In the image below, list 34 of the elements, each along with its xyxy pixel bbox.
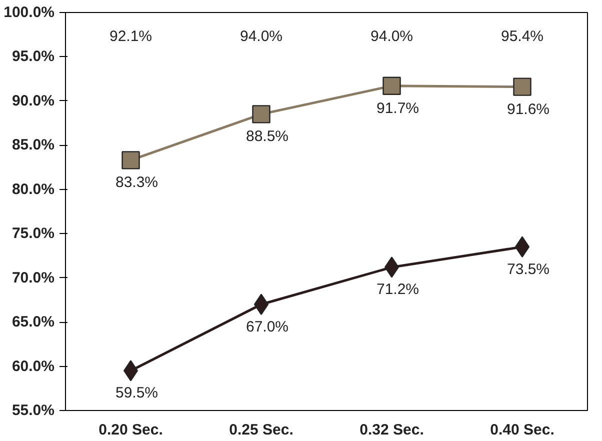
point <box>382 76 401 96</box>
y-tick-label: 70.0% <box>12 269 55 286</box>
data-label: 71.2% <box>376 281 420 298</box>
point <box>122 151 140 170</box>
y-tick-label: 55.0% <box>12 402 55 419</box>
data-label: 59.5% <box>115 384 158 402</box>
data-label: 73.5% <box>506 260 550 278</box>
y-tick-label: 90.0% <box>12 92 55 110</box>
x-tick-label: 0.25 Sec. <box>229 422 294 438</box>
point <box>123 360 138 382</box>
annotation: 94.0% <box>240 28 283 45</box>
annotation: 95.4% <box>500 28 544 45</box>
annotation: 94.0% <box>370 28 414 45</box>
y-tick-label: 100.0% <box>4 4 54 21</box>
y-tick-label: 65.0% <box>12 314 55 331</box>
x-tick-label: 0.40 Sec. <box>490 422 554 438</box>
y-tick-label: 75.0% <box>12 225 55 242</box>
point <box>513 78 532 96</box>
y-tick-label: 95.0% <box>12 48 55 66</box>
point <box>254 294 269 315</box>
data-label: 91.7% <box>376 100 420 117</box>
annotation: 92.1% <box>109 28 152 45</box>
point <box>514 236 530 258</box>
data-label: 88.5% <box>246 128 289 146</box>
point <box>252 105 270 124</box>
data-label: 91.6% <box>506 100 550 118</box>
x-tick-label: 0.20 Sec. <box>98 422 163 438</box>
data-label: 67.0% <box>246 318 289 336</box>
point <box>384 256 400 278</box>
data-label: 83.3% <box>115 174 158 192</box>
x-tick-label: 0.32 Sec. <box>360 422 424 438</box>
y-tick-label: 85.0% <box>12 136 55 154</box>
y-tick-label: 80.0% <box>12 180 55 198</box>
y-tick-label: 60.0% <box>12 358 55 375</box>
